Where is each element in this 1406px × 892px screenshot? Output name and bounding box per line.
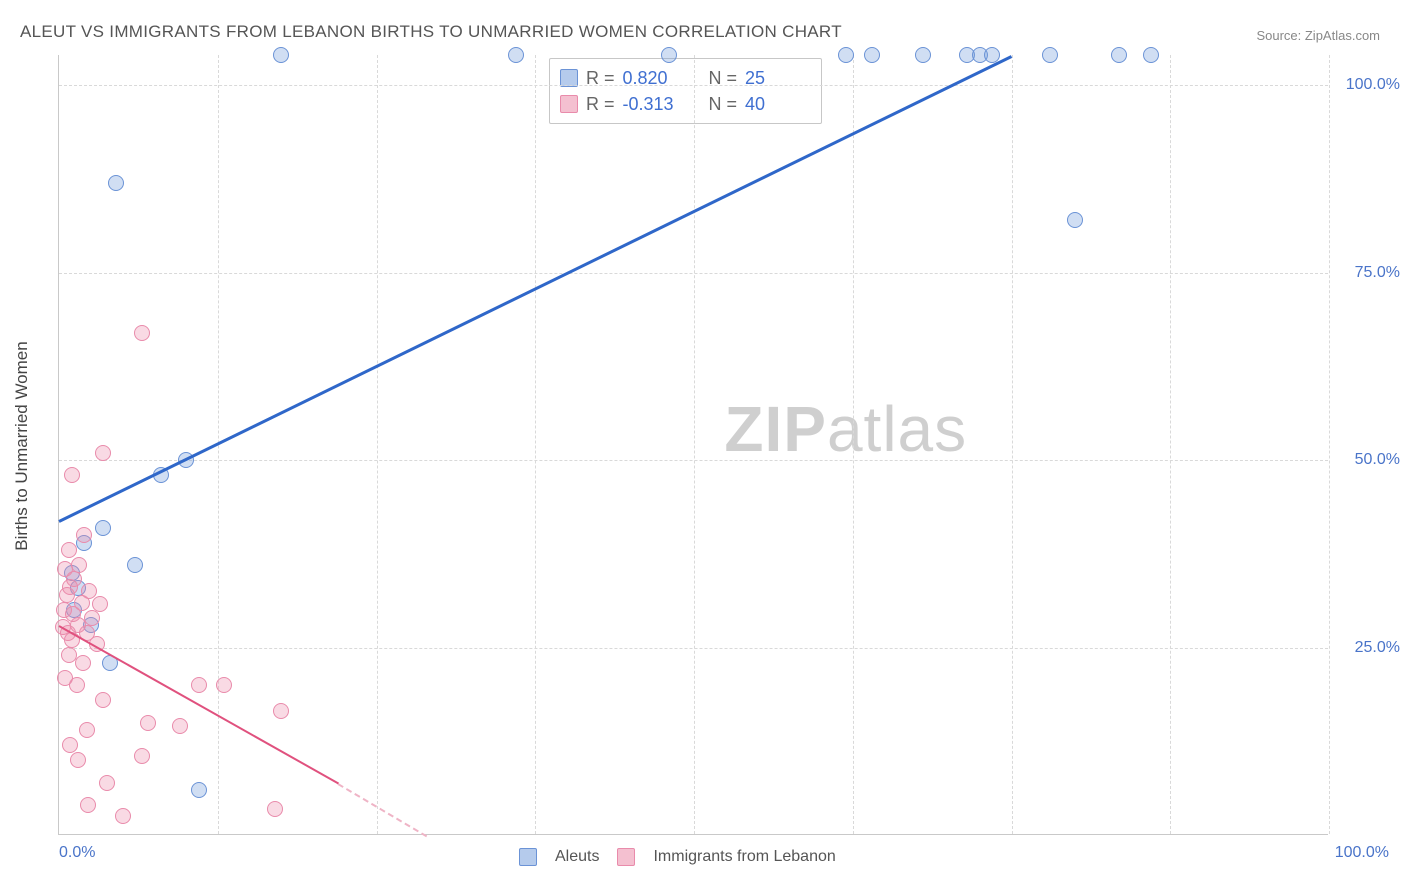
gridline-v <box>853 55 854 834</box>
stats-row-lebanon: R = -0.313 N = 40 <box>560 91 809 117</box>
data-point-aleuts <box>1111 47 1127 63</box>
data-point-lebanon <box>79 722 95 738</box>
y-tick-label: 75.0% <box>1336 264 1400 282</box>
data-point-aleuts <box>864 47 880 63</box>
data-point-lebanon <box>80 797 96 813</box>
data-point-aleuts <box>915 47 931 63</box>
data-point-aleuts <box>1042 47 1058 63</box>
data-point-lebanon <box>62 737 78 753</box>
data-point-aleuts <box>95 520 111 536</box>
stats-box: R = 0.820 N = 25 R = -0.313 N = 40 <box>549 58 822 124</box>
data-point-lebanon <box>115 808 131 824</box>
data-point-lebanon <box>172 718 188 734</box>
stats-r-label: R = <box>586 65 615 91</box>
data-point-aleuts <box>1067 212 1083 228</box>
data-point-lebanon <box>61 542 77 558</box>
chart-title: ALEUT VS IMMIGRANTS FROM LEBANON BIRTHS … <box>20 22 842 42</box>
stats-n-label: N = <box>709 91 738 117</box>
data-point-lebanon <box>70 752 86 768</box>
data-point-lebanon <box>76 527 92 543</box>
data-point-lebanon <box>216 677 232 693</box>
data-point-lebanon <box>134 748 150 764</box>
swatch-pink-icon <box>560 95 578 113</box>
x-tick-label: 100.0% <box>1335 844 1389 862</box>
data-point-lebanon <box>273 703 289 719</box>
y-axis-label: Births to Unmarried Women <box>12 341 32 550</box>
stats-r-value: 0.820 <box>623 65 687 91</box>
plot-area: ZIPatlas R = 0.820 N = 25 R = -0.313 N =… <box>58 55 1328 835</box>
data-point-aleuts <box>661 47 677 63</box>
stats-r-value: -0.313 <box>623 91 687 117</box>
stats-n-label: N = <box>709 65 738 91</box>
data-point-lebanon <box>64 467 80 483</box>
gridline-v <box>1170 55 1171 834</box>
stats-r-label: R = <box>586 91 615 117</box>
data-point-lebanon <box>267 801 283 817</box>
data-point-aleuts <box>508 47 524 63</box>
gridline-v <box>377 55 378 834</box>
watermark: ZIPatlas <box>724 392 967 466</box>
x-tick-label: 0.0% <box>59 844 95 862</box>
source-label: Source: ZipAtlas.com <box>1256 28 1380 43</box>
legend-label-aleuts: Aleuts <box>555 848 599 866</box>
watermark-zip: ZIP <box>724 393 827 465</box>
data-point-lebanon <box>75 655 91 671</box>
data-point-aleuts <box>1143 47 1159 63</box>
watermark-atlas: atlas <box>827 393 967 465</box>
y-tick-label: 50.0% <box>1336 451 1400 469</box>
gridline-v <box>535 55 536 834</box>
y-tick-label: 25.0% <box>1336 639 1400 657</box>
bottom-legend: Aleuts Immigrants from Lebanon <box>519 848 836 866</box>
data-point-aleuts <box>191 782 207 798</box>
data-point-lebanon <box>95 692 111 708</box>
data-point-aleuts <box>127 557 143 573</box>
data-point-lebanon <box>134 325 150 341</box>
stats-n-value: 40 <box>745 91 809 117</box>
data-point-lebanon <box>84 610 100 626</box>
data-point-lebanon <box>69 677 85 693</box>
legend-swatch-pink-icon <box>617 848 635 866</box>
data-point-lebanon <box>99 775 115 791</box>
data-point-lebanon <box>191 677 207 693</box>
trend-line <box>338 783 428 837</box>
legend-label-lebanon: Immigrants from Lebanon <box>653 848 835 866</box>
data-point-lebanon <box>140 715 156 731</box>
gridline-v <box>694 55 695 834</box>
gridline-v <box>1012 55 1013 834</box>
data-point-aleuts <box>273 47 289 63</box>
legend-swatch-blue-icon <box>519 848 537 866</box>
data-point-aleuts <box>838 47 854 63</box>
data-point-lebanon <box>95 445 111 461</box>
stats-n-value: 25 <box>745 65 809 91</box>
data-point-aleuts <box>108 175 124 191</box>
data-point-lebanon <box>59 587 75 603</box>
stats-row-aleuts: R = 0.820 N = 25 <box>560 65 809 91</box>
gridline-v <box>1329 55 1330 834</box>
y-tick-label: 100.0% <box>1336 76 1400 94</box>
